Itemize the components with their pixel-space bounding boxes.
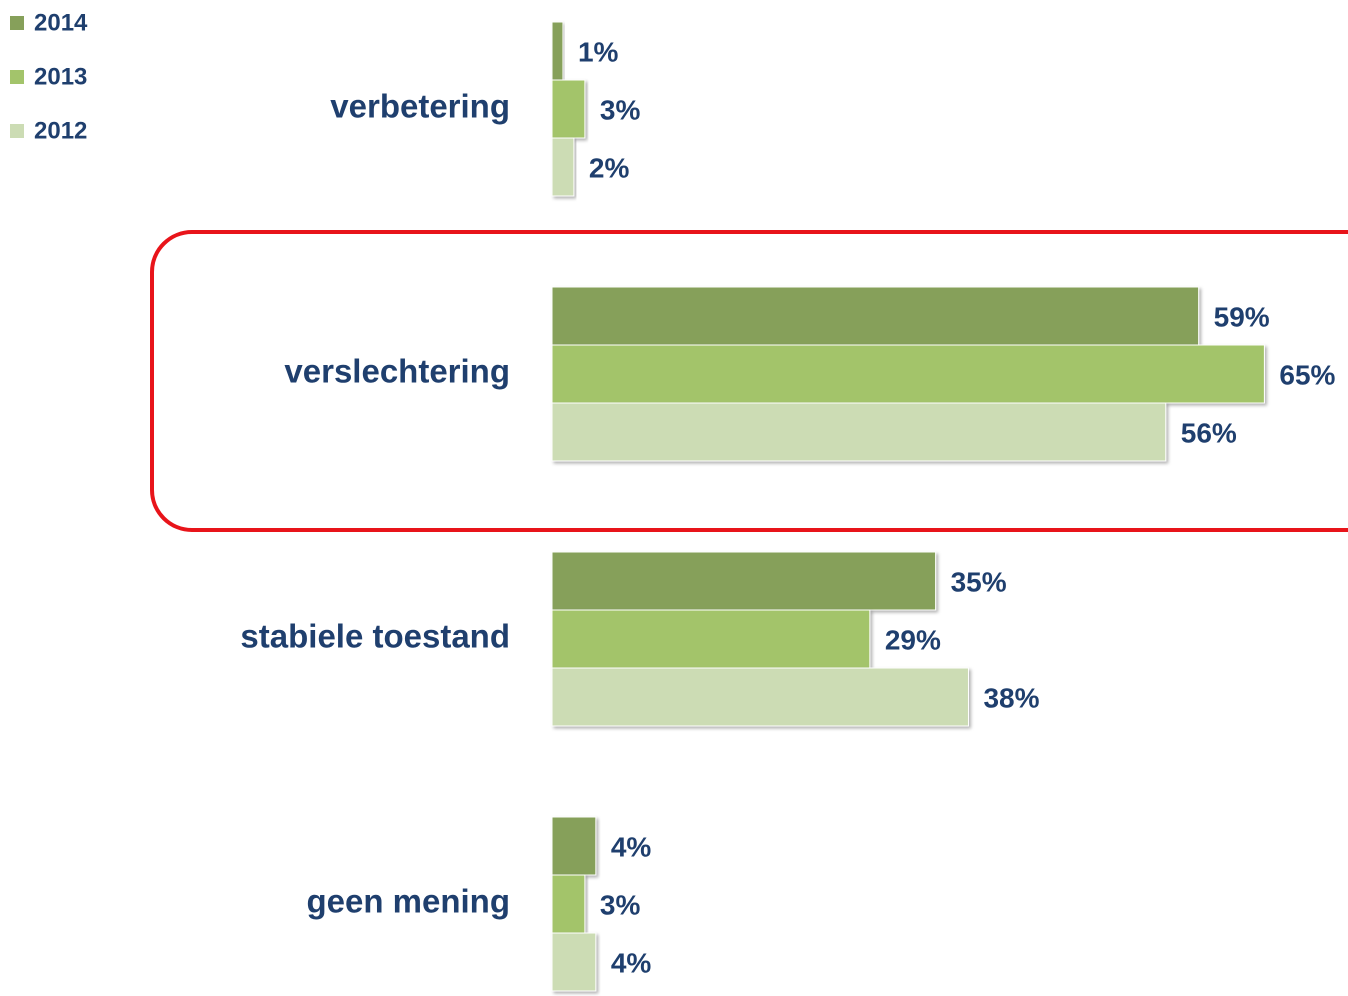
highlight-box [150,230,1348,532]
bar [551,137,575,197]
bar [551,402,1167,462]
value-label: 1% [578,36,619,67]
legend-swatch [10,16,24,30]
category-label: geen mening [306,883,510,920]
value-label: 59% [1214,301,1270,332]
bar [551,874,586,934]
legend-swatch [10,70,24,84]
bar [551,21,564,81]
legend-label: 2014 [34,9,88,36]
bar [551,816,597,876]
bar [551,932,597,992]
category-label: verbetering [330,88,510,125]
bar [551,344,1265,404]
value-label: 2% [589,152,630,183]
bar [551,79,586,139]
bar [551,609,871,669]
legend-label: 2013 [34,63,87,90]
value-label: 65% [1279,359,1335,390]
value-label: 3% [600,889,641,920]
bar [551,286,1200,346]
value-label: 38% [983,682,1039,713]
legend-swatch [10,124,24,138]
legend-label: 2012 [34,117,87,144]
bar [551,667,969,727]
value-label: 3% [600,94,641,125]
value-label: 4% [611,947,652,978]
value-label: 29% [885,624,941,655]
value-label: 4% [611,831,652,862]
category-label: stabiele toestand [240,618,510,655]
value-label: 56% [1181,417,1237,448]
value-label: 35% [951,566,1007,597]
category-label: verslechtering [284,353,510,390]
bar [551,551,937,611]
